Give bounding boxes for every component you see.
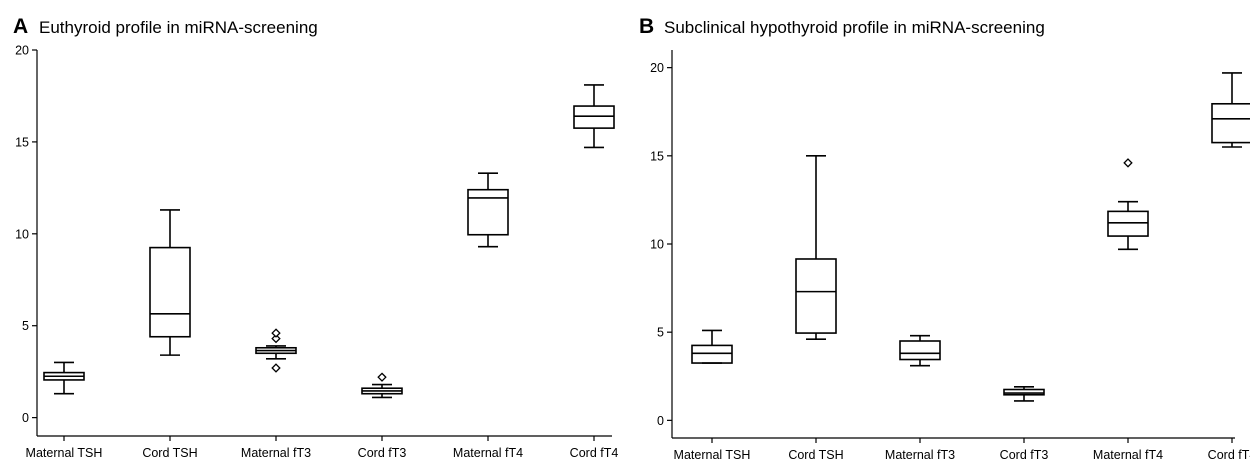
panel-a-box-group xyxy=(149,209,191,356)
box-iqr xyxy=(691,344,733,364)
panel-a-box-group xyxy=(467,172,509,248)
box-iqr xyxy=(149,246,191,338)
panel-a-category-label: Cord TSH xyxy=(142,446,197,460)
panel-a-axes: 0 5 10 15 20 Maternal TSH Cord TSH Maternal fT3… xyxy=(15,44,618,461)
panel-b-y-tick-label: 0 xyxy=(657,414,664,428)
box-iqr xyxy=(573,105,615,129)
outlier-point xyxy=(271,333,281,344)
panel-a-box-group xyxy=(255,328,297,373)
panel-b-box-group xyxy=(1211,72,1250,148)
panel-b-y-tick-label: 15 xyxy=(650,149,664,163)
box-iqr xyxy=(1003,388,1045,396)
panel-a-category-label: Maternal fT4 xyxy=(453,446,523,460)
panel-a-y-tick-label: 20 xyxy=(15,44,29,58)
panel-b-letter: B xyxy=(639,15,654,38)
panel-b-box-group xyxy=(1003,386,1045,402)
box-iqr xyxy=(1107,210,1149,237)
panel-b-chart: B Subclinical hypothyroid profile in miR… xyxy=(639,15,1250,462)
panel-b-category-label: Cord fT4 xyxy=(1208,448,1250,462)
panel-a-boxes xyxy=(43,84,615,399)
panel-b-title: Subclinical hypothyroid profile in miRNA… xyxy=(664,18,1045,37)
outlier-point xyxy=(377,372,387,382)
panel-a-box-group xyxy=(573,84,615,149)
panel-a-y-tick-label: 0 xyxy=(22,411,29,425)
panel-a-category-label: Maternal fT3 xyxy=(241,446,311,460)
box-iqr xyxy=(899,340,941,361)
panel-b-axes: 0 5 10 15 20 Maternal TSH Cord TSH Maternal fT3… xyxy=(650,50,1250,462)
panel-b-boxes xyxy=(691,72,1250,402)
panel-b-category-label: Cord fT3 xyxy=(1000,448,1049,462)
panel-b-box-group xyxy=(795,155,837,341)
panel-a-y-tick-label: 10 xyxy=(15,227,29,241)
outlier-point xyxy=(271,363,281,373)
panel-b-box-group xyxy=(899,334,941,367)
box-iqr xyxy=(795,258,837,334)
outlier-point xyxy=(271,328,281,338)
panel-a-box-group xyxy=(361,372,403,399)
panel-b-category-label: Maternal fT3 xyxy=(885,448,955,462)
panel-b-category-label: Maternal TSH xyxy=(674,448,751,462)
panel-a-letter: A xyxy=(13,15,28,38)
panel-a-category-label: Cord fT4 xyxy=(570,446,619,460)
panel-b-box-group xyxy=(1107,158,1149,251)
panel-b-y-tick-label: 5 xyxy=(657,326,664,340)
panel-a-chart: A Euthyroid profile in miRNA-screening 0… xyxy=(13,15,618,461)
panel-b-category-label: Maternal fT4 xyxy=(1093,448,1163,462)
panel-a-box-group xyxy=(43,361,85,395)
panel-b-y-tick-label: 20 xyxy=(650,61,664,75)
outlier-point xyxy=(1123,158,1133,168)
panel-b-box-group xyxy=(691,329,733,364)
box-iqr xyxy=(467,188,509,236)
panel-a-y-tick-label: 5 xyxy=(22,319,29,333)
panel-a-title: Euthyroid profile in miRNA-screening xyxy=(39,18,318,37)
panel-a-category-label: Maternal TSH xyxy=(26,446,103,460)
panel-a-category-label: Cord fT3 xyxy=(358,446,407,460)
panel-b-y-tick-label: 10 xyxy=(650,238,664,252)
box-iqr xyxy=(1211,102,1250,144)
panel-b-category-label: Cord TSH xyxy=(788,448,843,462)
panel-a-y-tick-label: 15 xyxy=(15,135,29,149)
